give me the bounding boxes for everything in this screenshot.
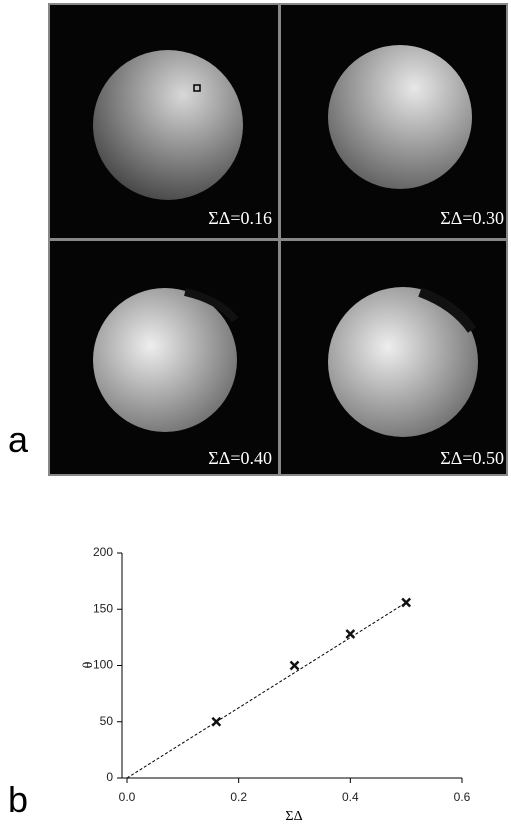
image-label: ΣΔ=0.40 — [208, 448, 272, 468]
sphere — [328, 45, 472, 189]
image-grid: ΣΔ=0.16 ΣΔ=0.30 ΣΔ=0.40 ΣΔ=0.50 — [48, 3, 508, 476]
image-label: ΣΔ=0.16 — [208, 208, 272, 228]
trend-line — [126, 602, 407, 779]
image-label: ΣΔ=0.30 — [440, 208, 504, 228]
y-tick-label: 150 — [93, 601, 113, 615]
artifact — [184, 288, 239, 323]
point — [401, 597, 412, 608]
image-label: ΣΔ=0.50 — [440, 448, 504, 468]
artifact — [418, 287, 477, 333]
panel-label: b — [8, 779, 28, 820]
y-tick-label: 0 — [106, 770, 113, 784]
x-axis-label: ΣΔ — [285, 809, 302, 824]
sphere — [93, 288, 237, 432]
y-axis-label: θ — [81, 661, 96, 668]
y-tick-label: 200 — [93, 545, 113, 559]
point — [289, 660, 300, 671]
x-tick-label: 0.0 — [119, 790, 136, 804]
point — [345, 629, 356, 639]
x-tick-label: 0.4 — [342, 790, 359, 804]
sphere — [328, 287, 478, 437]
sphere — [93, 50, 243, 200]
panel-label: a — [8, 419, 29, 460]
point — [211, 716, 222, 727]
x-tick-label: 0.2 — [230, 790, 247, 804]
y-tick-label: 100 — [93, 658, 113, 672]
roi-marker — [193, 84, 201, 92]
x-tick-label: 0.6 — [454, 790, 471, 804]
scatter-plot: ΣΔ θ 0 50 100 150 200 0.0 0.2 0.4 0.6 — [81, 545, 471, 824]
y-tick-label: 50 — [100, 714, 114, 728]
